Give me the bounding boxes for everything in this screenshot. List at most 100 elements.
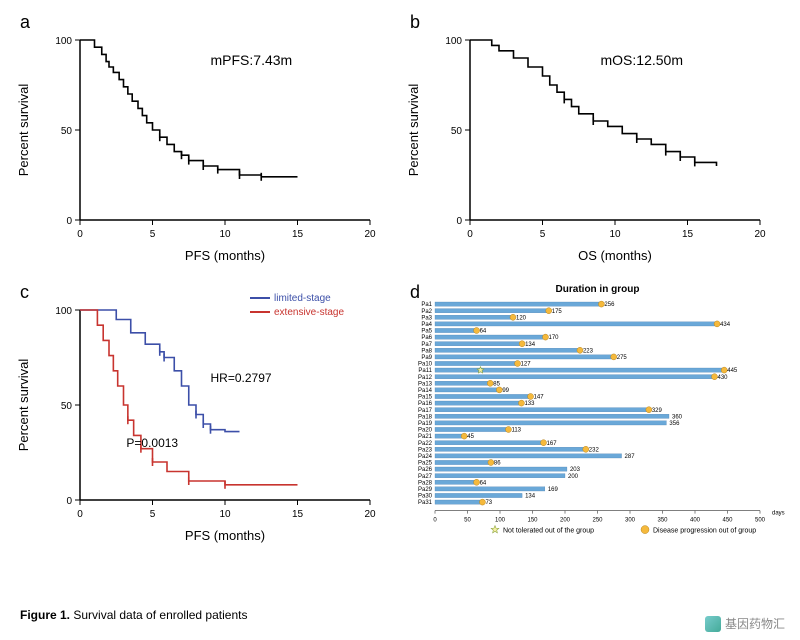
svg-text:200: 200 — [560, 518, 571, 524]
svg-text:50: 50 — [61, 126, 73, 137]
svg-text:167: 167 — [547, 441, 558, 447]
panel-d: d Duration in groupPa1256Pa2175Pa3120Pa4… — [400, 280, 790, 560]
svg-text:223: 223 — [583, 348, 594, 354]
svg-text:Pa6: Pa6 — [421, 335, 432, 341]
svg-text:350: 350 — [657, 518, 668, 524]
svg-text:Pa27: Pa27 — [418, 474, 433, 480]
svg-text:Pa7: Pa7 — [421, 342, 432, 348]
svg-text:500: 500 — [755, 518, 766, 524]
svg-text:450: 450 — [722, 518, 733, 524]
svg-text:mPFS:7.43m: mPFS:7.43m — [211, 52, 293, 68]
svg-text:50: 50 — [451, 126, 463, 137]
caption-text: Survival data of enrolled patients — [70, 608, 247, 622]
svg-text:86: 86 — [494, 461, 501, 467]
svg-text:275: 275 — [617, 355, 628, 361]
svg-text:Pa22: Pa22 — [418, 441, 433, 447]
svg-text:15: 15 — [682, 229, 694, 240]
svg-text:Pa14: Pa14 — [418, 388, 433, 394]
svg-text:15: 15 — [292, 229, 304, 240]
svg-text:Percent survival: Percent survival — [16, 359, 31, 452]
figure-caption: Figure 1. Survival data of enrolled pati… — [20, 608, 247, 622]
svg-text:Pa2: Pa2 — [421, 309, 432, 315]
svg-text:113: 113 — [511, 428, 521, 434]
svg-text:PFS (months): PFS (months) — [185, 248, 265, 263]
svg-text:0: 0 — [66, 496, 72, 507]
svg-text:Pa23: Pa23 — [418, 447, 433, 453]
svg-text:Not tolerated out of the group: Not tolerated out of the group — [503, 528, 594, 535]
svg-text:400: 400 — [690, 518, 701, 524]
panel-a-label: a — [20, 12, 30, 33]
svg-text:200: 200 — [568, 474, 579, 480]
svg-text:mOS:12.50m: mOS:12.50m — [601, 52, 683, 68]
svg-text:Pa24: Pa24 — [418, 454, 433, 460]
svg-text:287: 287 — [625, 454, 636, 460]
panel-c-label: c — [20, 282, 29, 303]
svg-text:445: 445 — [727, 368, 738, 374]
svg-text:Pa31: Pa31 — [418, 500, 433, 506]
svg-text:10: 10 — [609, 229, 621, 240]
svg-text:Pa11: Pa11 — [418, 368, 432, 374]
svg-text:430: 430 — [718, 375, 729, 381]
svg-text:434: 434 — [720, 322, 731, 328]
svg-text:300: 300 — [625, 518, 636, 524]
svg-text:99: 99 — [502, 388, 509, 394]
panel-c: c 05101520050100PFS (months)Percent surv… — [10, 280, 380, 560]
watermark-icon — [705, 616, 721, 632]
svg-text:100: 100 — [55, 306, 72, 317]
svg-text:250: 250 — [592, 518, 603, 524]
svg-text:100: 100 — [55, 36, 72, 47]
svg-text:0: 0 — [77, 229, 83, 240]
caption-bold: Figure 1. — [20, 608, 70, 622]
svg-text:Pa20: Pa20 — [418, 428, 433, 434]
svg-text:0: 0 — [66, 216, 72, 227]
svg-text:120: 120 — [516, 315, 527, 321]
svg-text:127: 127 — [521, 362, 532, 368]
svg-text:Pa17: Pa17 — [418, 408, 433, 414]
svg-text:0: 0 — [433, 518, 437, 524]
panel-b-label: b — [410, 12, 420, 33]
panel-a: a 05101520050100PFS (months)Percent surv… — [10, 10, 380, 270]
swimmer-chart: Duration in groupPa1256Pa2175Pa3120Pa443… — [400, 280, 790, 555]
os-km-chart: 05101520050100OS (months)Percent surviva… — [400, 10, 770, 270]
svg-text:Duration in group: Duration in group — [556, 284, 640, 295]
svg-text:Pa4: Pa4 — [421, 322, 432, 328]
svg-text:134: 134 — [525, 342, 536, 348]
svg-text:limited-stage: limited-stage — [274, 293, 331, 304]
svg-text:days: days — [772, 511, 785, 517]
watermark-text: 基因药物汇 — [725, 615, 785, 632]
svg-text:0: 0 — [456, 216, 462, 227]
svg-text:5: 5 — [150, 509, 156, 520]
svg-text:133: 133 — [524, 401, 535, 407]
svg-text:5: 5 — [150, 229, 156, 240]
svg-text:5: 5 — [540, 229, 546, 240]
svg-text:10: 10 — [219, 509, 231, 520]
svg-text:PFS (months): PFS (months) — [185, 528, 265, 543]
svg-text:256: 256 — [604, 302, 615, 308]
svg-text:Pa15: Pa15 — [418, 395, 433, 401]
svg-text:OS (months): OS (months) — [578, 248, 652, 263]
svg-text:356: 356 — [669, 421, 680, 427]
pfs-km-chart: 05101520050100PFS (months)Percent surviv… — [10, 10, 380, 270]
svg-text:Pa9: Pa9 — [421, 355, 432, 361]
svg-text:HR=0.2797: HR=0.2797 — [211, 371, 272, 385]
panel-b: b 05101520050100OS (months)Percent survi… — [400, 10, 790, 270]
svg-text:Pa10: Pa10 — [418, 362, 433, 368]
svg-text:Pa12: Pa12 — [418, 375, 433, 381]
svg-text:203: 203 — [570, 467, 581, 473]
svg-text:Pa13: Pa13 — [418, 381, 433, 387]
svg-text:85: 85 — [493, 381, 500, 387]
svg-text:Pa19: Pa19 — [418, 421, 433, 427]
svg-text:45: 45 — [467, 434, 474, 440]
svg-text:73: 73 — [485, 500, 492, 506]
svg-text:Pa1: Pa1 — [421, 302, 432, 308]
svg-text:Pa25: Pa25 — [418, 461, 433, 467]
svg-text:Percent survival: Percent survival — [16, 84, 31, 177]
stage-km-chart: 05101520050100PFS (months)Percent surviv… — [10, 280, 380, 550]
svg-text:Pa30: Pa30 — [418, 494, 433, 500]
svg-text:169: 169 — [548, 487, 559, 493]
svg-text:50: 50 — [61, 401, 73, 412]
svg-text:50: 50 — [464, 518, 471, 524]
svg-text:Pa16: Pa16 — [418, 401, 433, 407]
svg-text:Pa18: Pa18 — [418, 414, 433, 420]
svg-text:329: 329 — [652, 408, 663, 414]
